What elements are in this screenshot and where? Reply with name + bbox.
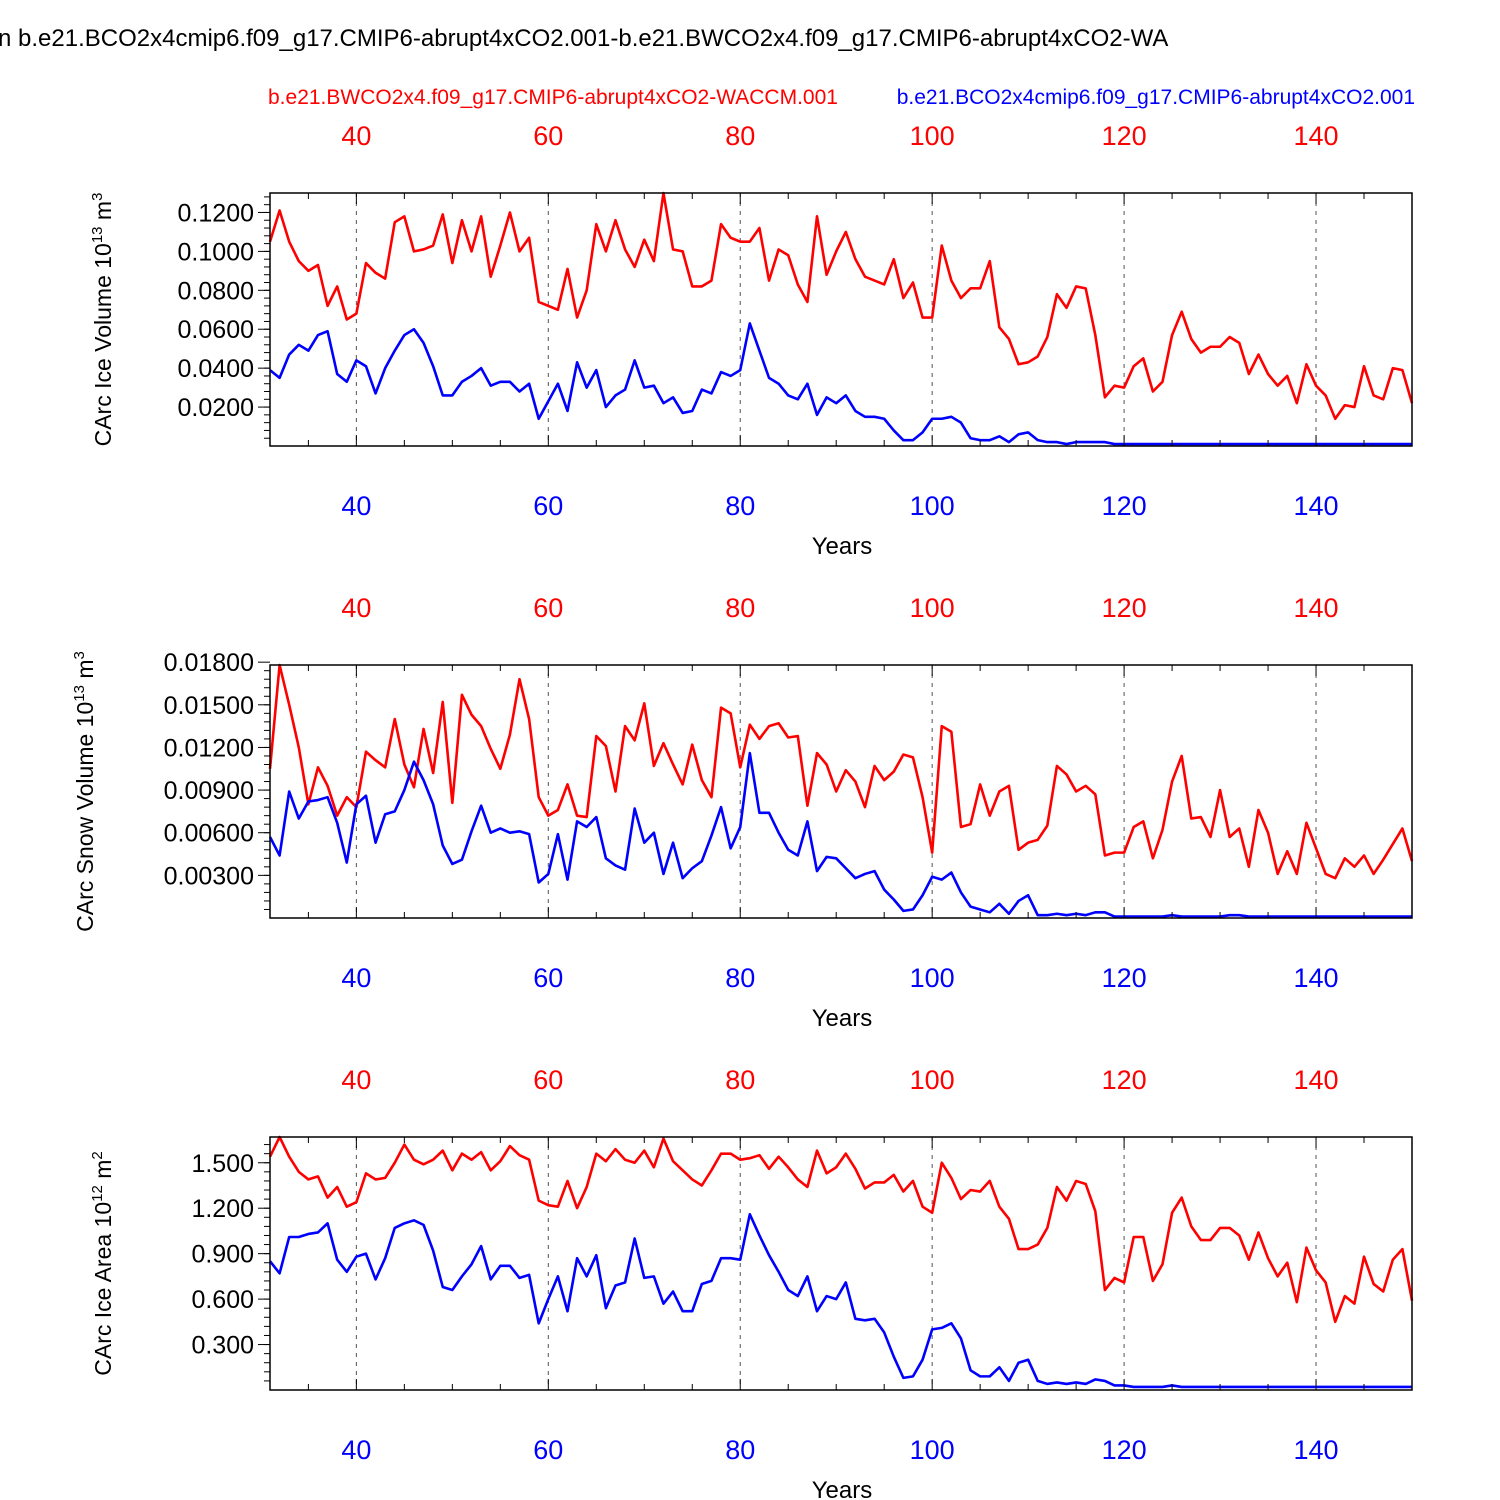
x-tick-label-top: 80	[725, 121, 755, 151]
series-line-red	[268, 1135, 1414, 1324]
y-axis-label: CArc Snow Volume 1013 m3	[71, 651, 98, 932]
y-axis-label: CArc Ice Area 1012 m2	[89, 1151, 116, 1375]
x-tick-label-bottom: 140	[1294, 963, 1339, 993]
series-line-blue	[268, 1212, 1412, 1389]
chart-panel-2: 0.00300 0.00600 0.00900 0.01200 0.01500 0.018…	[71, 593, 1414, 1032]
x-tick-label-top: 140	[1294, 121, 1339, 151]
x-tick-label-bottom: 40	[341, 963, 371, 993]
x-tick-label-bottom: 100	[910, 491, 955, 521]
y-axis-label-ylabel-unit: m	[90, 1160, 116, 1186]
y-axis-label-ylabel-prefix: CArc Ice Area 10	[90, 1202, 116, 1376]
panels: 0.0200 0.0400 0.0600 0.0800 0.1000 0.1200 40 40…	[71, 121, 1414, 1500]
x-tick-label-bottom: 80	[725, 963, 755, 993]
series-line-blue	[268, 751, 1412, 918]
y-axis-label-ylabel-unit-exp: 2	[89, 1151, 106, 1159]
x-tick-label-top: 100	[910, 593, 955, 623]
legend-blue-label: b.e21.BCO2x4cmip6.f09_g17.CMIP6-abrupt4x…	[897, 86, 1415, 109]
x-tick-label-top: 120	[1102, 593, 1147, 623]
x-tick-label-top: 40	[341, 1065, 371, 1095]
y-tick-label: 0.0200	[178, 394, 254, 422]
x-tick-label-bottom: 100	[910, 1435, 955, 1465]
x-tick-label-bottom: 140	[1294, 1435, 1339, 1465]
y-axis-label-ylabel-unit-exp: 3	[89, 193, 106, 201]
y-tick-label: 0.00900	[164, 777, 254, 805]
x-axis-label: Years	[812, 533, 873, 560]
y-tick-label: 0.0800	[178, 277, 254, 305]
chart-panel-3: 0.300 0.600 0.900 1.200 1.500 40 40 60 60 80 80 100…	[89, 1065, 1414, 1500]
plot-frame	[269, 664, 1413, 919]
x-tick-label-top: 100	[910, 1065, 955, 1095]
x-axis-label: Years	[812, 1477, 873, 1500]
x-tick-label-bottom: 120	[1102, 963, 1147, 993]
legend-red-label: b.e21.BWCO2x4.f09_g17.CMIP6-abrupt4xCO2-…	[268, 86, 838, 109]
y-axis-label-ylabel-exp: 12	[89, 1185, 106, 1202]
plot-frame	[269, 1136, 1413, 1391]
x-tick-label-bottom: 60	[533, 491, 563, 521]
x-tick-label-top: 40	[341, 593, 371, 623]
y-tick-label: 0.300	[191, 1332, 254, 1360]
y-axis-label-ylabel-unit-exp: 3	[71, 651, 88, 659]
x-tick-label-bottom: 120	[1102, 1435, 1147, 1465]
y-axis-label-ylabel-unit: m	[72, 659, 98, 685]
x-tick-label-bottom: 60	[533, 1435, 563, 1465]
x-tick-label-bottom: 60	[533, 963, 563, 993]
x-tick-label-bottom: 80	[725, 491, 755, 521]
y-axis-label-ylabel-prefix: CArc Ice Volume 10	[90, 243, 116, 446]
y-tick-label: 0.00600	[164, 820, 254, 848]
x-tick-label-top: 60	[533, 1065, 563, 1095]
x-tick-label-bottom: 40	[341, 491, 371, 521]
x-tick-label-bottom: 100	[910, 963, 955, 993]
x-axis-label: Years	[812, 1005, 873, 1032]
y-tick-label: 0.1200	[178, 199, 254, 227]
x-tick-label-bottom: 40	[341, 1435, 371, 1465]
y-axis-label-ylabel-exp: 13	[89, 226, 106, 243]
y-axis-label-ylabel-exp: 13	[71, 685, 88, 702]
y-tick-label: 0.01800	[164, 649, 254, 677]
x-tick-label-bottom: 120	[1102, 491, 1147, 521]
x-tick-label-top: 40	[341, 121, 371, 151]
y-tick-label: 0.600	[191, 1286, 254, 1314]
x-tick-label-top: 120	[1102, 1065, 1147, 1095]
chart-panel-1: 0.0200 0.0400 0.0600 0.0800 0.1000 0.1200 40 40…	[89, 121, 1414, 560]
y-tick-label: 0.900	[191, 1241, 254, 1269]
y-tick-label: 0.01200	[164, 734, 254, 762]
y-tick-label: 0.01500	[164, 692, 254, 720]
x-tick-label-top: 120	[1102, 121, 1147, 151]
y-tick-label: 1.500	[191, 1150, 254, 1178]
y-tick-label: 0.1000	[178, 238, 254, 266]
y-axis-label-ylabel-unit: m	[90, 201, 116, 227]
x-tick-label-top: 80	[725, 593, 755, 623]
x-tick-label-top: 140	[1294, 593, 1339, 623]
x-tick-label-bottom: 80	[725, 1435, 755, 1465]
series-line-blue	[269, 322, 1412, 446]
x-tick-label-top: 80	[725, 1065, 755, 1095]
y-tick-label: 0.0600	[178, 316, 254, 344]
series-line-red	[268, 191, 1414, 421]
x-tick-label-bottom: 140	[1294, 491, 1339, 521]
y-axis-label-ylabel-prefix: CArc Snow Volume 10	[72, 702, 98, 932]
x-tick-label-top: 60	[533, 121, 563, 151]
x-tick-label-top: 100	[910, 121, 955, 151]
plot-frame	[269, 192, 1413, 447]
y-tick-label: 1.200	[191, 1195, 254, 1223]
y-axis-label: CArc Ice Volume 1013 m3	[89, 193, 116, 447]
x-tick-label-top: 140	[1294, 1065, 1339, 1095]
x-tick-label-top: 60	[533, 593, 563, 623]
figure-title: n b.e21.BCO2x4cmip6.f09_g17.CMIP6-abrupt…	[0, 25, 1168, 52]
y-tick-label: 0.00300	[164, 862, 254, 890]
y-tick-label: 0.0400	[178, 355, 254, 383]
series-line-red	[268, 663, 1414, 880]
